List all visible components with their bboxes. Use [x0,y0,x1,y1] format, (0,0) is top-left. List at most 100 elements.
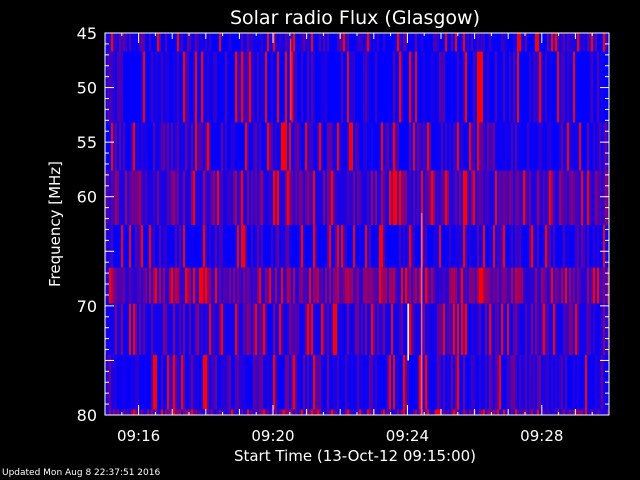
heatmap-cell [545,409,548,415]
heatmap-cell [607,170,610,226]
x-tick-label: 09:16 [117,427,160,445]
heatmap-cell [203,122,206,171]
heatmap-cell [279,303,282,355]
heatmap-cell [189,409,192,415]
heatmap-cell [265,33,268,52]
heatmap-cell [235,33,238,52]
heatmap-cell [163,170,166,226]
heatmap-cell [215,33,218,52]
heatmap-cell [423,303,426,355]
heatmap-cell [189,303,192,355]
heatmap-cell [155,225,158,268]
heatmap-cell [267,33,270,52]
heatmap-cell [301,51,304,123]
heatmap-cell [499,409,502,415]
heatmap-cell [245,170,248,226]
heatmap-cell [293,354,296,410]
heatmap-cell [453,170,456,226]
heatmap-cell [345,409,348,415]
heatmap-cell [449,267,452,304]
heatmap-cell [503,33,506,52]
heatmap-cell [553,122,556,171]
heatmap-cell [401,354,404,410]
heatmap-cell [589,267,592,304]
heatmap-cell [543,409,546,415]
heatmap-cell [143,170,146,226]
heatmap-cell [237,122,240,171]
heatmap-cell [343,303,346,355]
heatmap-cell [321,170,324,226]
heatmap-cell [359,267,362,304]
heatmap-cell [265,267,268,304]
heatmap-cell [267,267,270,304]
heatmap-cell [237,354,240,410]
heatmap-cell [333,267,336,304]
heatmap-cell [519,409,522,415]
heatmap-cell [127,354,130,410]
heatmap-cell [175,303,178,355]
heatmap-cell [427,33,430,52]
heatmap-cell [157,33,160,52]
heatmap-cell [525,354,528,410]
heatmap-cell [513,303,516,355]
heatmap-cell [509,303,512,355]
heatmap-cell [445,170,448,226]
heatmap-cell [511,122,514,171]
heatmap-cell [573,409,576,415]
heatmap-cell [183,409,186,415]
heatmap-cell [533,267,536,304]
heatmap-cell [239,267,242,304]
heatmap-cell [375,354,378,410]
heatmap-cell [363,354,366,410]
heatmap-cell [233,51,236,123]
heatmap-cell [523,225,526,268]
heatmap-cell [557,354,560,410]
heatmap-cell [265,409,268,415]
heatmap-cell [125,51,128,123]
heatmap-cell [191,170,194,226]
heatmap-cell [271,354,274,410]
heatmap-cell [303,33,306,52]
heatmap-cell [583,170,586,226]
heatmap-cell [283,267,286,304]
heatmap-cell [119,354,122,410]
heatmap-cell [283,354,286,410]
heatmap-cell [409,303,412,355]
heatmap-cell [117,303,120,355]
heatmap-cell [539,225,542,268]
heatmap-cell [169,170,172,226]
heatmap-cell [235,354,238,410]
heatmap-cell [135,354,138,410]
heatmap-cell [597,33,600,52]
heatmap-cell [587,267,590,304]
heatmap-cell [261,170,264,226]
heatmap-cell [599,409,602,415]
heatmap-cell [467,354,470,410]
heatmap-cell [177,33,180,52]
heatmap-cell [459,170,462,226]
heatmap-cell [441,51,444,123]
heatmap-cell [253,122,256,171]
heatmap-cell [469,303,472,355]
heatmap-cell [525,122,528,171]
heatmap-cell [439,122,442,171]
heatmap-cell [471,51,474,123]
heatmap-cell [525,267,528,304]
heatmap-cell [189,170,192,226]
heatmap-cell [137,122,140,171]
heatmap-cell [127,33,130,52]
heatmap-cell [477,33,480,52]
heatmap-cell [449,51,452,123]
heatmap-cell [433,354,436,410]
heatmap-cell [139,354,142,410]
heatmap-cell [523,170,526,226]
heatmap-cell [259,170,262,226]
heatmap-cell [131,51,134,123]
heatmap-cell [405,33,408,52]
heatmap-cell [551,170,554,226]
heatmap-cell [527,170,530,226]
heatmap-cell [221,51,224,123]
heatmap-cell [317,33,320,52]
heatmap-cell [335,225,338,268]
heatmap-cell [257,354,260,410]
